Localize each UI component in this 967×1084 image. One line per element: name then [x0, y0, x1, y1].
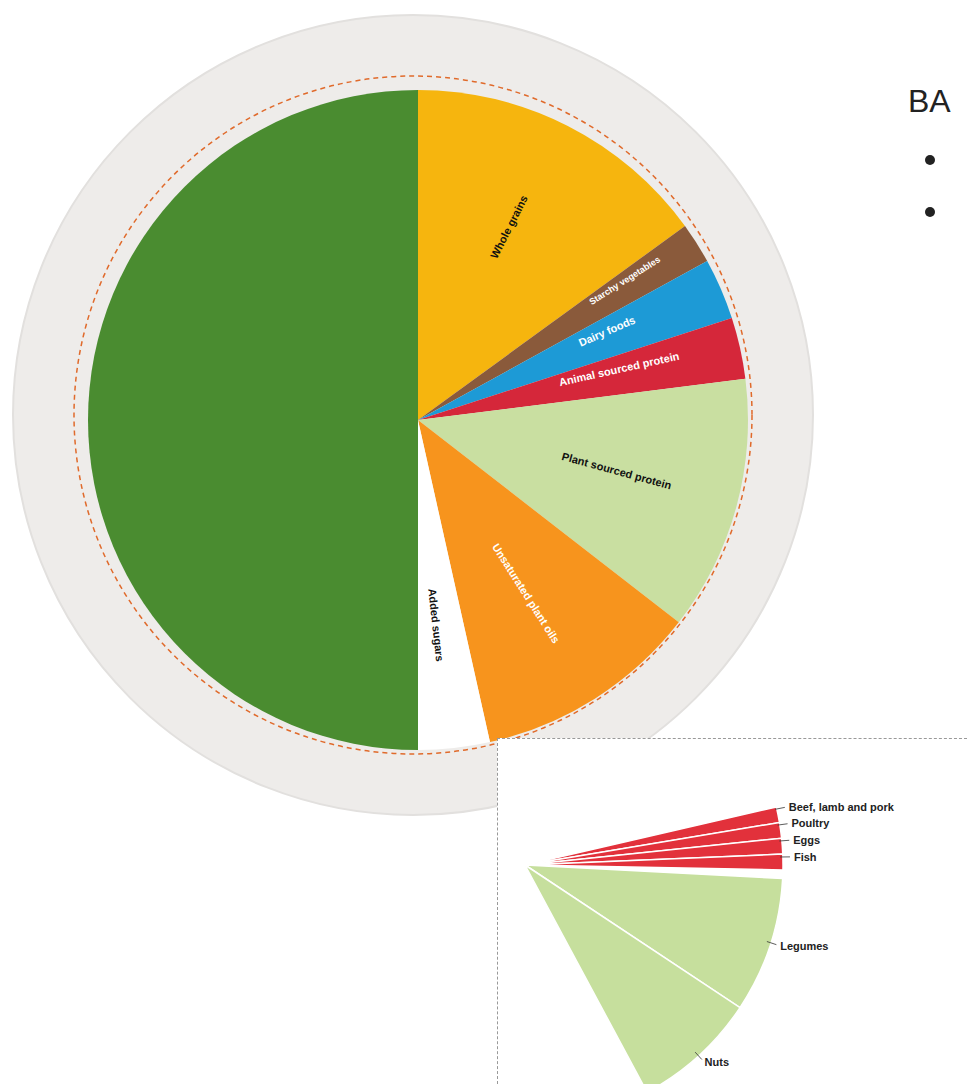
- svg-text:Beef, lamb and pork: Beef, lamb and pork: [789, 801, 895, 813]
- svg-text:BA: BA: [908, 83, 951, 119]
- svg-text:Whole grains: Whole grains: [488, 193, 530, 260]
- svg-text:Starchy vegetables: Starchy vegetables: [587, 254, 662, 306]
- svg-text:Legumes: Legumes: [780, 940, 828, 952]
- svg-text:Dairy foods: Dairy foods: [577, 314, 637, 349]
- svg-text:Poultry: Poultry: [792, 817, 831, 829]
- svg-text:Plant sourced protein: Plant sourced protein: [561, 450, 674, 491]
- svg-text:Unsaturated plant oils: Unsaturated plant oils: [490, 541, 562, 645]
- svg-text:Animal sourced protein: Animal sourced protein: [558, 350, 681, 389]
- svg-text:Added sugars: Added sugars: [426, 588, 446, 662]
- svg-text:Eggs: Eggs: [793, 834, 820, 846]
- svg-text:Fish: Fish: [794, 851, 817, 863]
- svg-text:Nuts: Nuts: [705, 1056, 729, 1068]
